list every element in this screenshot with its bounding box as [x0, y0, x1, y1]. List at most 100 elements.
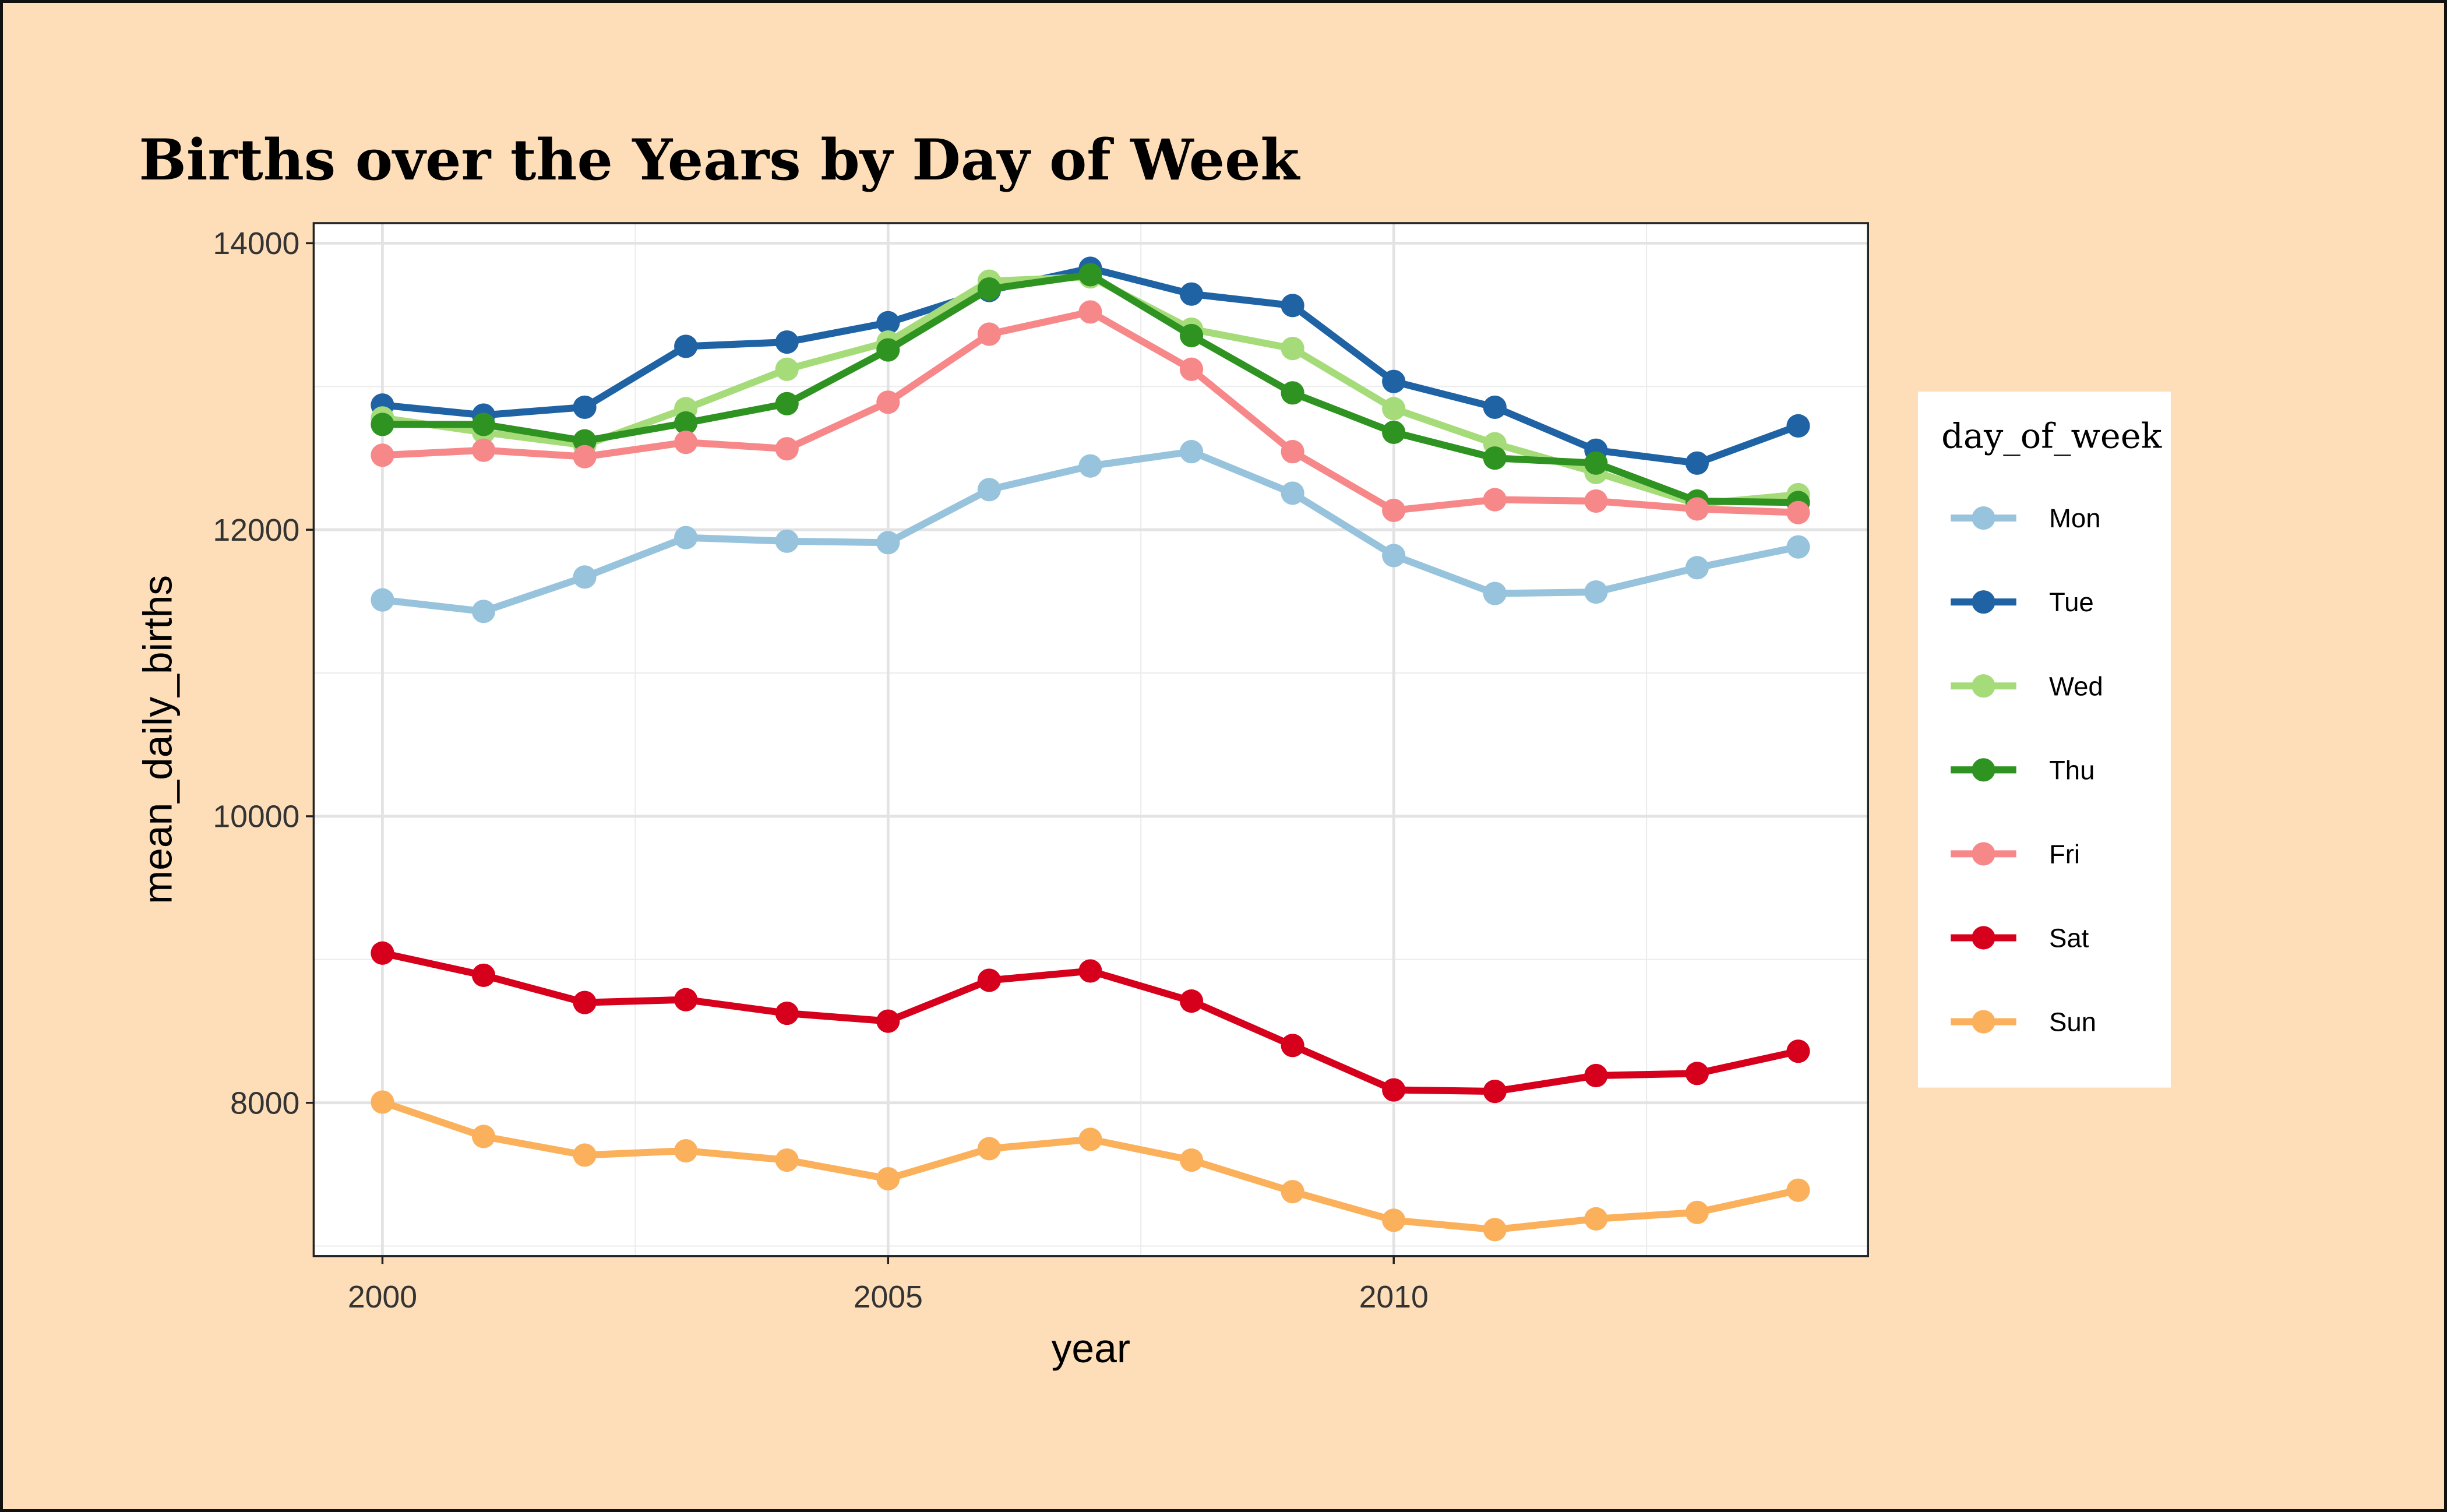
data-point-thu: [471, 413, 496, 436]
data-point-thu: [371, 413, 394, 436]
data-point-tue: [775, 330, 799, 354]
data-point-sat: [977, 968, 1001, 992]
data-point-mon: [1786, 535, 1810, 559]
data-point-sun: [1179, 1148, 1204, 1172]
data-point-sun: [1584, 1207, 1608, 1231]
data-point-fri: [775, 437, 799, 461]
legend-key-point: [1972, 674, 1995, 698]
x-axis-label: year: [1052, 1326, 1130, 1371]
data-point-sun: [1685, 1200, 1709, 1224]
data-point-sat: [1078, 959, 1102, 983]
data-point-wed: [1382, 397, 1406, 421]
x-tick-label: 2000: [348, 1280, 417, 1314]
data-point-wed: [1281, 337, 1304, 361]
data-point-thu: [674, 411, 698, 435]
legend-key-point: [1972, 1010, 1995, 1034]
data-point-mon: [1685, 556, 1709, 580]
data-point-thu: [1078, 263, 1102, 287]
data-point-mon: [1483, 581, 1507, 605]
data-point-sat: [876, 1009, 900, 1033]
plot-panel: [313, 223, 1868, 1256]
data-point-thu: [1382, 420, 1406, 445]
data-point-thu: [876, 338, 900, 362]
data-point-sat: [1685, 1062, 1709, 1085]
data-point-mon: [1179, 440, 1204, 464]
data-point-sun: [471, 1125, 496, 1148]
data-point-sat: [1786, 1039, 1810, 1063]
data-point-sat: [1281, 1034, 1304, 1058]
y-tick-label: 8000: [230, 1086, 299, 1120]
data-point-mon: [573, 565, 597, 589]
legend-key-point: [1972, 506, 1995, 530]
data-point-fri: [977, 322, 1001, 346]
data-point-sat: [1179, 989, 1204, 1013]
data-point-sat: [674, 988, 698, 1011]
x-tick-label: 2005: [854, 1280, 923, 1314]
data-point-sat: [471, 963, 496, 987]
data-point-thu: [1179, 323, 1204, 348]
data-point-fri: [1483, 488, 1507, 512]
data-point-sun: [1483, 1218, 1507, 1242]
data-point-fri: [1584, 489, 1608, 513]
data-point-mon: [674, 526, 698, 549]
data-point-fri: [471, 438, 496, 462]
data-point-fri: [876, 390, 900, 414]
data-point-fri: [1382, 498, 1406, 523]
data-point-tue: [1179, 282, 1204, 306]
data-point-sat: [775, 1001, 799, 1025]
legend-key-point: [1972, 758, 1995, 782]
data-point-mon: [471, 600, 496, 623]
data-point-mon: [775, 529, 799, 553]
data-point-sun: [876, 1166, 900, 1191]
legend-label: Tue: [2049, 587, 2094, 617]
data-point-mon: [371, 588, 394, 612]
plot-border: [312, 222, 1869, 1257]
data-point-sat: [573, 991, 597, 1014]
data-point-fri: [1786, 501, 1810, 524]
data-point-mon: [1382, 544, 1406, 568]
y-axis-label: mean_daily_births: [135, 575, 181, 904]
data-point-sun: [1078, 1127, 1102, 1151]
legend-label: Sat: [2049, 924, 2089, 953]
y-tick-label: 14000: [213, 227, 299, 261]
data-point-tue: [573, 395, 597, 420]
y-tick-label: 12000: [213, 513, 299, 548]
data-point-sun: [775, 1148, 799, 1172]
data-point-thu: [1281, 381, 1304, 405]
chart-title: Births over the Years by Day of Week: [139, 126, 1300, 193]
data-point-sun: [1786, 1178, 1810, 1202]
data-point-mon: [876, 531, 900, 555]
data-point-tue: [1483, 395, 1507, 420]
data-point-tue: [674, 334, 698, 358]
data-point-thu: [1584, 451, 1608, 475]
data-point-mon: [1078, 454, 1102, 478]
data-point-fri: [1281, 440, 1304, 464]
legend-key-point: [1972, 842, 1995, 866]
y-tick-label: 10000: [213, 800, 299, 834]
data-point-mon: [1584, 580, 1608, 604]
data-point-sat: [1584, 1063, 1608, 1088]
data-point-fri: [371, 443, 394, 467]
data-point-sat: [1483, 1079, 1507, 1104]
data-point-sun: [1382, 1208, 1406, 1232]
data-point-sun: [674, 1139, 698, 1163]
data-point-sun: [1281, 1180, 1304, 1204]
legend-label: Fri: [2049, 839, 2080, 869]
data-point-tue: [1281, 294, 1304, 318]
legend: day_of_week Mon Tue Wed Thu Fri Sat Sun: [1917, 392, 2171, 1088]
legend-label: Thu: [2049, 755, 2095, 785]
data-point-fri: [573, 445, 597, 468]
data-point-tue: [1786, 414, 1810, 438]
data-point-sun: [977, 1137, 1001, 1161]
legend-label: Wed: [2049, 671, 2103, 701]
axes: 8000 10000 12000 14000 2000 2005 2010: [213, 227, 1428, 1314]
data-point-wed: [775, 357, 799, 381]
legend-box: [1917, 392, 2171, 1088]
legend-label: Sun: [2049, 1007, 2096, 1037]
legend-title: day_of_week: [1941, 416, 2162, 456]
data-point-thu: [977, 277, 1001, 301]
data-point-fri: [1179, 357, 1204, 381]
data-point-thu: [1483, 446, 1507, 470]
